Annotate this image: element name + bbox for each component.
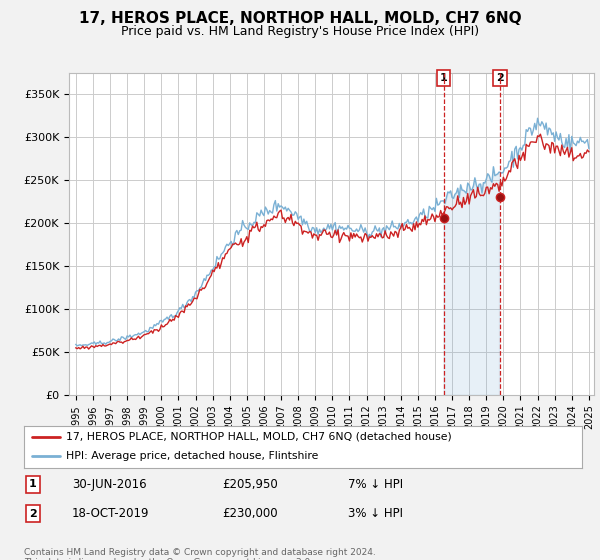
Text: 1: 1 (29, 479, 37, 489)
Text: 2: 2 (496, 73, 504, 83)
Text: 2: 2 (29, 508, 37, 519)
Text: 3% ↓ HPI: 3% ↓ HPI (348, 507, 403, 520)
Text: 7% ↓ HPI: 7% ↓ HPI (348, 478, 403, 491)
Text: Contains HM Land Registry data © Crown copyright and database right 2024.
This d: Contains HM Land Registry data © Crown c… (24, 548, 376, 560)
Text: 17, HEROS PLACE, NORTHOP HALL, MOLD, CH7 6NQ (detached house): 17, HEROS PLACE, NORTHOP HALL, MOLD, CH7… (66, 432, 452, 442)
Text: 1: 1 (440, 73, 448, 83)
Text: Price paid vs. HM Land Registry's House Price Index (HPI): Price paid vs. HM Land Registry's House … (121, 25, 479, 38)
Text: HPI: Average price, detached house, Flintshire: HPI: Average price, detached house, Flin… (66, 451, 318, 461)
Text: 17, HEROS PLACE, NORTHOP HALL, MOLD, CH7 6NQ: 17, HEROS PLACE, NORTHOP HALL, MOLD, CH7… (79, 11, 521, 26)
Text: £230,000: £230,000 (222, 507, 278, 520)
Text: £205,950: £205,950 (222, 478, 278, 491)
Text: 30-JUN-2016: 30-JUN-2016 (72, 478, 146, 491)
Text: 18-OCT-2019: 18-OCT-2019 (72, 507, 149, 520)
